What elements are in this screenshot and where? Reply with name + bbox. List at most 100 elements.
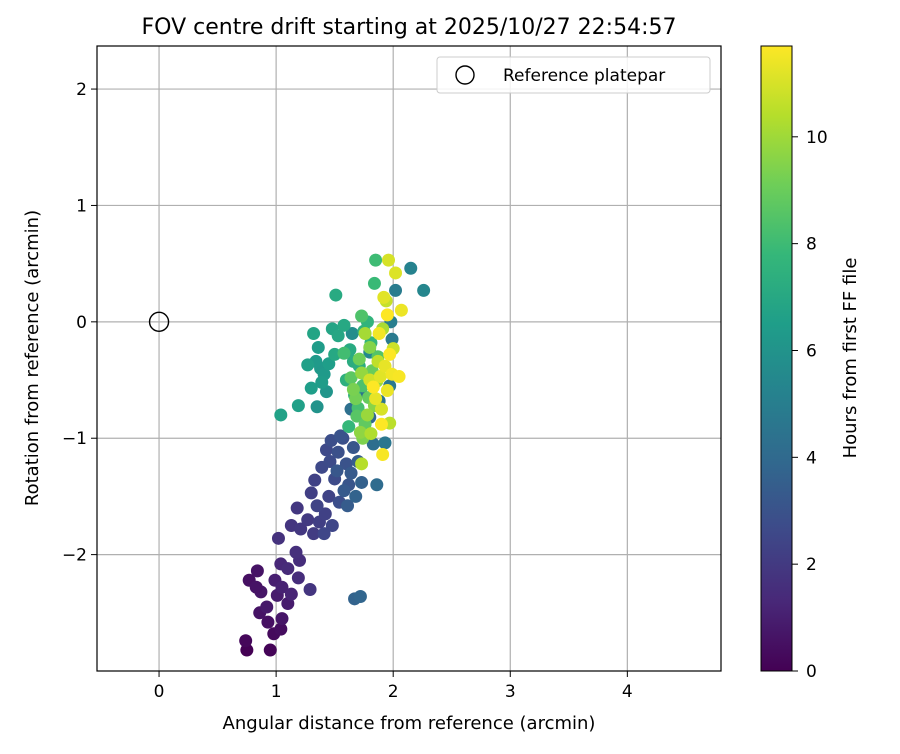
data-point (383, 347, 397, 361)
data-point (318, 507, 332, 521)
data-point (376, 448, 390, 462)
data-point (349, 489, 363, 503)
data-point (350, 409, 364, 423)
data-point (331, 329, 345, 343)
data-point (358, 326, 372, 340)
data-point (345, 326, 359, 340)
data-point (301, 513, 315, 527)
data-point (374, 402, 388, 416)
data-point (369, 253, 383, 267)
colorbar-label: Hours from first FF file (840, 258, 861, 459)
data-point (378, 436, 392, 450)
legend-marker (455, 65, 475, 85)
data-point (310, 400, 324, 414)
data-point (307, 527, 321, 541)
data-point (394, 303, 408, 317)
data-point (294, 522, 308, 536)
legend: Reference platepar (436, 56, 711, 94)
data-point (304, 486, 318, 500)
data-point (331, 445, 345, 459)
data-point (308, 473, 322, 487)
data-point (344, 466, 358, 480)
x-axis-label: Angular distance from reference (arcmin) (223, 713, 596, 734)
data-point (392, 370, 406, 384)
data-point (337, 484, 351, 498)
data-point (364, 427, 378, 441)
data-point (311, 340, 325, 354)
data-point (315, 375, 329, 389)
legend-label: Reference platepar (503, 66, 665, 86)
colorbar-tick-label: 10 (806, 128, 828, 148)
data-point (417, 283, 431, 297)
data-point (291, 571, 305, 585)
data-point (355, 475, 369, 489)
reference-point (148, 311, 170, 333)
plot-frame (96, 45, 722, 672)
y-axis-label: Rotation from reference (arcmin) (22, 210, 43, 506)
colorbar-ticks: 0 2 4 6 8 10 (792, 128, 828, 682)
x-tick-label: 3 (505, 682, 516, 702)
data-point (330, 464, 344, 478)
data-point (290, 501, 304, 515)
data-point (261, 615, 275, 629)
data-point (239, 634, 253, 648)
data-point (353, 425, 367, 439)
y-axis-ticks: −2 −1 0 1 2 (62, 80, 97, 566)
data-point (342, 420, 356, 434)
data-point (360, 408, 374, 422)
data-point (337, 318, 351, 332)
colorbar-tick-label: 6 (806, 341, 817, 361)
data-point (329, 288, 343, 302)
x-tick-label: 0 (154, 682, 165, 702)
data-point (334, 429, 348, 443)
colorbar-tick-label: 0 (806, 662, 817, 682)
x-tick-label: 2 (388, 682, 399, 702)
data-point (263, 643, 277, 657)
data-point (275, 580, 289, 594)
data-point (301, 358, 315, 372)
data-point (380, 308, 394, 322)
y-tick-label: 2 (76, 80, 87, 100)
data-point (382, 253, 396, 267)
data-point (307, 326, 321, 340)
data-point (369, 392, 383, 406)
colorbar-tick-label: 4 (806, 448, 817, 468)
data-point (373, 370, 387, 384)
x-tick-label: 4 (622, 682, 633, 702)
data-point (289, 545, 303, 559)
data-point (370, 478, 384, 492)
colorbar: 0 2 4 6 8 10 Hours from first FF file (760, 45, 861, 682)
data-point (250, 564, 264, 578)
data-point (310, 499, 324, 513)
colorbar-gradient (760, 45, 793, 672)
data-point (303, 583, 317, 597)
chart-title: FOV centre drift starting at 2025/10/27 … (142, 15, 677, 40)
y-tick-label: 1 (76, 196, 87, 216)
data-point (346, 382, 360, 396)
data-point (380, 384, 394, 398)
data-point (341, 499, 355, 513)
y-tick-label: −1 (62, 429, 87, 449)
data-point (304, 381, 318, 395)
data-point (404, 261, 418, 275)
data-point (366, 437, 380, 451)
data-point (352, 352, 366, 366)
y-tick-label: 0 (76, 313, 87, 333)
data-point (355, 309, 369, 323)
colorbar-tick-label: 8 (806, 235, 817, 255)
data-point (363, 340, 377, 354)
data-point (260, 600, 274, 614)
data-point (317, 527, 331, 541)
data-point (291, 399, 305, 413)
data-point (274, 622, 288, 636)
data-point (372, 326, 386, 340)
legend-box (436, 56, 711, 94)
data-point (377, 290, 391, 304)
x-tick-label: 1 (271, 682, 282, 702)
data-point (367, 276, 381, 290)
grid-lines (97, 46, 721, 671)
data-point (249, 580, 263, 594)
data-point (374, 417, 388, 431)
data-point (284, 587, 298, 601)
